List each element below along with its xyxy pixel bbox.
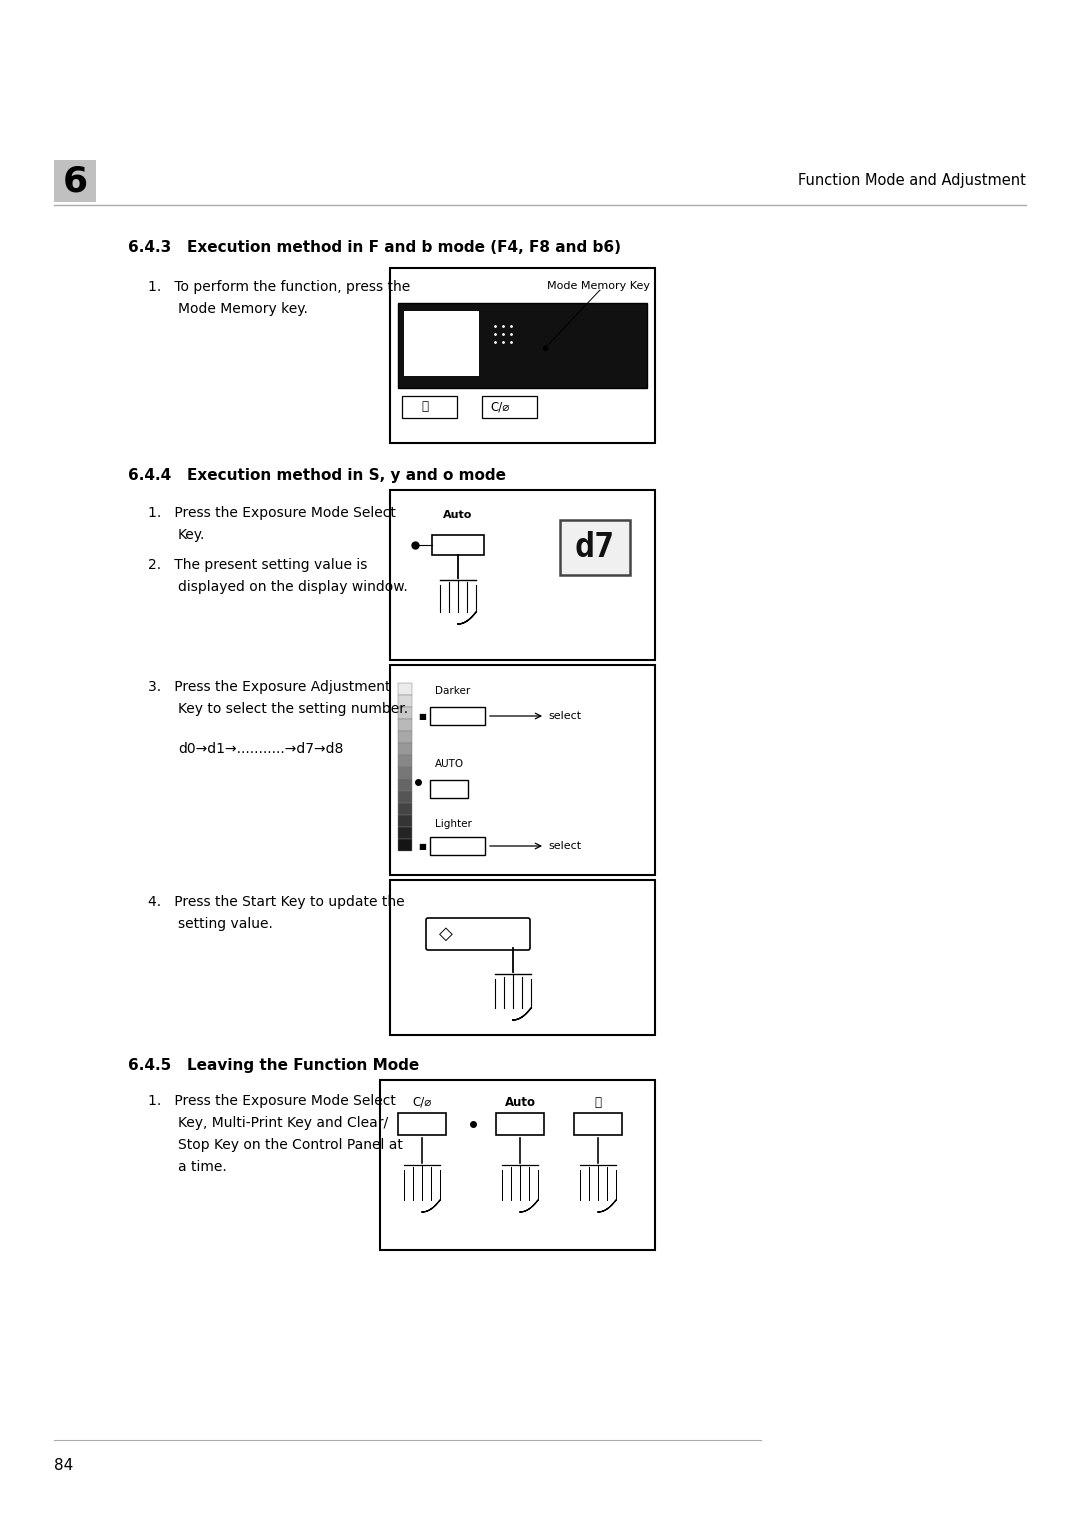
Text: 6.4.3   Execution method in F and b mode (F4, F8 and b6): 6.4.3 Execution method in F and b mode (… <box>129 240 621 255</box>
Text: AUTO: AUTO <box>435 759 464 769</box>
Bar <box>399 707 411 720</box>
Text: Auto: Auto <box>443 510 473 520</box>
FancyBboxPatch shape <box>426 918 530 950</box>
Bar <box>399 303 647 388</box>
Bar <box>399 683 411 695</box>
Bar <box>54 160 96 202</box>
Text: 1.   Press the Exposure Mode Select: 1. Press the Exposure Mode Select <box>148 506 396 520</box>
Text: 6: 6 <box>63 163 87 199</box>
Text: C/⌀: C/⌀ <box>490 400 510 414</box>
Text: a time.: a time. <box>178 1160 227 1174</box>
Text: d0→d1→...........→d7→d8: d0→d1→...........→d7→d8 <box>178 743 343 756</box>
Text: 6.4.5   Leaving the Function Mode: 6.4.5 Leaving the Function Mode <box>129 1057 419 1073</box>
Bar <box>430 707 485 724</box>
Bar <box>399 767 411 779</box>
Text: Auto: Auto <box>504 1096 536 1108</box>
Bar <box>561 520 630 575</box>
Text: 84: 84 <box>54 1458 73 1473</box>
Text: ◇: ◇ <box>440 924 453 943</box>
Text: C/⌀: C/⌀ <box>413 1096 432 1108</box>
Text: Function Mode and Adjustment: Function Mode and Adjustment <box>798 174 1026 188</box>
Bar <box>399 720 411 730</box>
Text: 2.   The present setting value is: 2. The present setting value is <box>148 558 367 571</box>
Text: Darker: Darker <box>435 686 470 695</box>
Bar <box>404 312 480 376</box>
Text: d7: d7 <box>575 532 616 564</box>
Bar <box>399 804 411 814</box>
Text: Key, Multi-Print Key and Clear/: Key, Multi-Print Key and Clear/ <box>178 1115 388 1131</box>
Bar <box>496 1112 544 1135</box>
Text: 6.4.4   Execution method in S, y and o mode: 6.4.4 Execution method in S, y and o mod… <box>129 468 507 483</box>
Bar <box>380 1080 654 1250</box>
Bar <box>399 792 411 804</box>
Bar <box>390 665 654 876</box>
Text: 1.   Press the Exposure Mode Select: 1. Press the Exposure Mode Select <box>148 1094 396 1108</box>
Bar <box>482 396 537 419</box>
Bar <box>390 490 654 660</box>
Text: 3.   Press the Exposure Adjustment: 3. Press the Exposure Adjustment <box>148 680 391 694</box>
Bar <box>399 755 411 767</box>
Text: setting value.: setting value. <box>178 917 273 931</box>
Text: Mode Memory Key: Mode Memory Key <box>546 281 650 290</box>
Text: 4.   Press the Start Key to update the: 4. Press the Start Key to update the <box>148 895 405 909</box>
Text: select: select <box>548 711 581 721</box>
Bar <box>402 396 457 419</box>
Text: ⎙: ⎙ <box>421 400 429 414</box>
Text: displayed on the display window.: displayed on the display window. <box>178 581 408 594</box>
Bar <box>490 319 518 348</box>
Bar <box>430 837 485 856</box>
Bar <box>399 839 411 851</box>
Bar <box>390 880 654 1034</box>
Text: select: select <box>548 840 581 851</box>
Bar <box>399 743 411 755</box>
Bar <box>399 730 411 743</box>
Bar <box>430 779 468 798</box>
Bar <box>390 267 654 443</box>
Bar <box>432 535 484 555</box>
Text: ■: ■ <box>418 842 426 851</box>
Text: Stop Key on the Control Panel at: Stop Key on the Control Panel at <box>178 1138 403 1152</box>
Text: Mode Memory key.: Mode Memory key. <box>178 303 308 316</box>
Text: Lighter: Lighter <box>435 819 472 830</box>
Bar <box>399 827 411 839</box>
Bar <box>399 695 411 707</box>
Text: 1.   To perform the function, press the: 1. To perform the function, press the <box>148 280 410 293</box>
Text: Key.: Key. <box>178 529 205 542</box>
Text: ■: ■ <box>418 712 426 721</box>
Text: ⎙: ⎙ <box>594 1096 602 1108</box>
Bar <box>399 814 411 827</box>
Bar <box>573 1112 622 1135</box>
Bar <box>399 779 411 792</box>
Bar <box>399 1112 446 1135</box>
Text: Key to select the setting number.: Key to select the setting number. <box>178 701 408 717</box>
